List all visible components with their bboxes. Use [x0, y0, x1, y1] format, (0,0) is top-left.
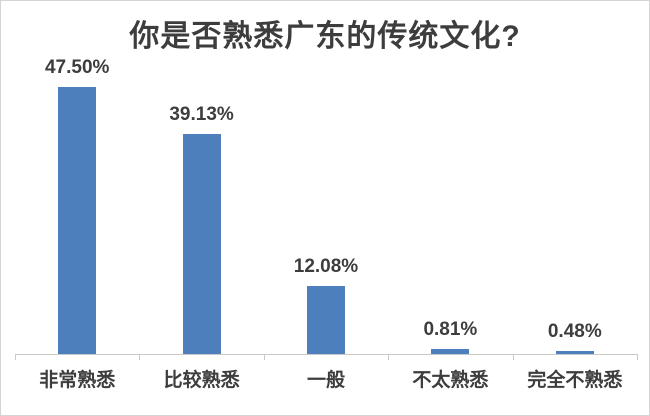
value-label: 39.13%: [169, 104, 234, 126]
x-axis-tick: [512, 354, 514, 360]
category-label: 非常熟悉: [39, 370, 116, 391]
x-axis-tick: [637, 354, 638, 360]
category-label: 不太熟悉: [412, 370, 489, 391]
bar-column: 0.81%: [388, 56, 512, 354]
category-label: 比较熟悉: [163, 370, 240, 391]
category-label: 一般: [307, 370, 346, 391]
x-axis-line: [15, 354, 637, 355]
bar: [306, 286, 345, 354]
x-axis-labels: 非常熟悉 比较熟悉 一般 不太熟悉 完全不熟悉: [15, 365, 637, 392]
value-label: 12.08%: [293, 256, 359, 278]
x-axis-tick: [263, 354, 265, 360]
x-axis-tick: [388, 354, 390, 360]
value-label: 47.50%: [44, 57, 110, 78]
chart-title: 你是否熟悉广东的传统文化?: [129, 20, 521, 53]
bar: [58, 87, 97, 354]
value-label: 0.81%: [423, 319, 478, 341]
x-axis-tick: [139, 354, 141, 360]
plot-area: 47.50% 39.13% 12.08% 0.81% 0.48%: [15, 56, 637, 354]
bar: [431, 349, 470, 354]
bar-column: 47.50%: [15, 56, 139, 354]
bar-column: 12.08%: [264, 56, 388, 354]
bar-column: 0.48%: [513, 56, 637, 354]
category-label: 完全不熟悉: [527, 370, 623, 391]
bar-column: 39.13%: [139, 56, 263, 354]
x-axis-tick: [15, 354, 16, 360]
bar: [182, 134, 221, 354]
value-label: 0.48%: [547, 321, 602, 343]
bar: [555, 351, 594, 354]
